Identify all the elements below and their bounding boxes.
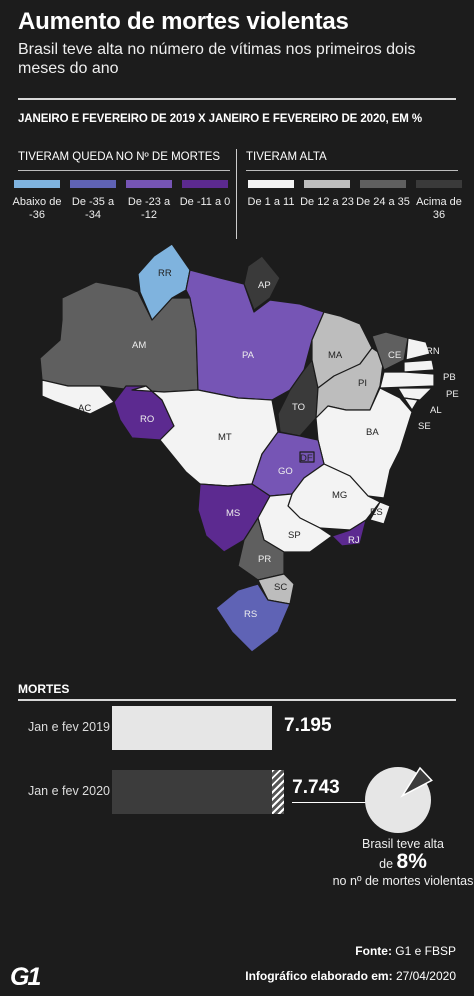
value-2019: 7.195 [284,715,332,736]
state-label-ac: AC [78,403,91,414]
state-label-pa: PA [242,350,255,361]
legend-label: De 1 a 11 [247,196,295,208]
state-label-es: ES [370,507,383,518]
page-title: Aumento de mortes violentas [18,8,349,35]
state-label-mg: MG [332,490,347,501]
state-label-pb: PB [443,372,456,383]
state-label-ap: AP [258,280,271,291]
legend-label: De 12 a 23 [300,196,354,208]
state-label-sp: SP [288,530,301,541]
made-label: Infográfico elaborado em: [245,969,393,983]
page-subtitle: Brasil teve alta no número de vítimas no… [18,41,416,77]
state-pb [403,359,435,373]
source-value: G1 e FBSP [395,944,456,958]
state-rn [405,337,431,361]
state-al [397,387,433,401]
legend-label: De 24 a 35 [356,196,410,208]
state-label-ba: BA [366,427,379,438]
group-down-line [18,170,230,171]
state-label-ms: MS [226,508,240,519]
legend-label: De -35 a -34 [71,196,115,221]
legend-swatch [126,180,172,188]
value-2020: 7.743 [292,777,340,798]
deaths-divider [18,699,456,701]
legend-swatch [70,180,116,188]
state-label-rs: RS [244,609,257,620]
brazil-map: RR AP AM PA MA CE RN PB PE PI AL SE AC R… [39,243,459,653]
state-label-al: AL [430,405,442,416]
state-label-mt: MT [218,432,232,443]
group-up-label: TIVERAM ALTA [246,151,327,163]
legend-swatch [182,180,228,188]
bar-2019 [112,706,272,750]
note-line3: no nº de mortes violentas [332,874,474,888]
bar-2020-increase [272,770,285,814]
note-prefix: de [379,857,394,871]
connector-line [292,802,383,803]
group-up-line [246,170,458,171]
state-label-ce: CE [388,350,401,361]
increase-pie [365,766,433,833]
group-down-label: TIVERAM QUEDA NO Nº DE MORTES [18,151,221,163]
note-line1: Brasil teve alta [362,837,444,851]
made-value: 27/04/2020 [395,969,456,983]
legend-swatch [248,180,294,188]
legend-swatch [14,180,60,188]
note-value: 8% [396,850,427,873]
legend-swatch [304,180,350,188]
source-label: Fonte: [355,944,392,958]
state-label-rr: RR [158,268,172,279]
state-label-go: GO [278,466,293,477]
state-pr [237,517,285,581]
state-label-ma: MA [328,350,343,361]
pie-slice [400,766,433,798]
state-label-se: SE [418,421,431,432]
increase-note: Brasil teve alta de 8% no nº de mortes v… [318,836,474,890]
legend-swatch [360,180,406,188]
bar-label-2020: Jan e fev 2020 [27,784,110,798]
state-label-rn: RN [426,346,440,357]
state-ac [41,379,115,415]
state-label-to: TO [292,402,305,413]
state-label-pr: PR [258,554,271,565]
state-ce [371,331,409,371]
state-label-rj: RJ [348,535,360,546]
legend-label: De -11 a 0 [179,196,231,208]
state-rj [331,519,367,547]
state-se [403,397,419,411]
deaths-section-title: MORTES [18,682,70,696]
state-es [369,501,391,525]
state-pe [379,371,435,389]
bar-2020 [112,770,272,814]
made-date: Infográfico elaborado em: 27/04/2020 [245,969,456,983]
state-rs [215,583,291,653]
state-label-pi: PI [358,378,367,389]
state-label-sc: SC [274,582,287,593]
bar-label-2019: Jan e fev 2019 [27,720,110,734]
comparison-title: JANEIRO E FEVEREIRO DE 2019 X JANEIRO E … [18,113,422,125]
state-label-ro: RO [140,414,154,425]
state-am [39,281,199,393]
legend-label: Abaixo de -36 [12,196,62,221]
state-label-df: DF [300,453,313,464]
legend-label: Acima de 36 [416,196,462,221]
state-df [299,451,315,463]
legend-label: De -23 a -12 [127,196,171,221]
group-divider [236,149,237,239]
g1-logo: G1 [10,963,41,991]
state-label-pe: PE [446,389,459,400]
divider [18,98,456,100]
source: Fonte: G1 e FBSP [355,944,456,958]
state-label-am: AM [132,340,146,351]
legend-swatch [416,180,462,188]
